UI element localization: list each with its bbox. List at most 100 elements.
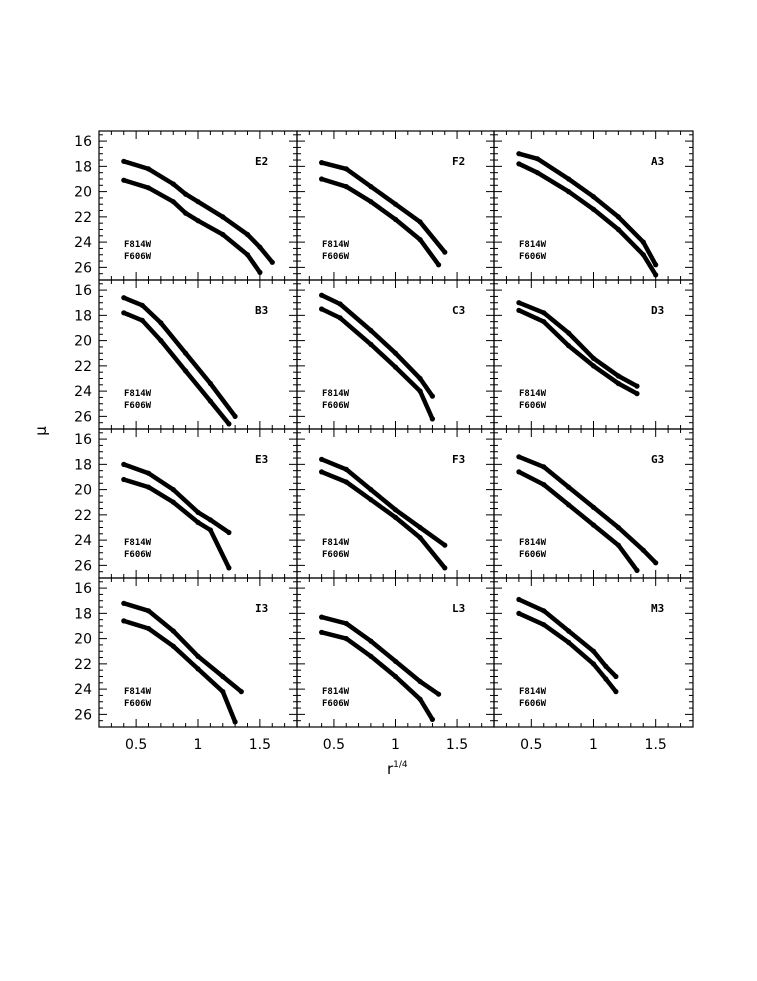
data-point [368, 199, 374, 205]
data-point [590, 648, 597, 654]
data-point [319, 456, 325, 462]
panel-label: E2 [255, 155, 268, 168]
data-point [590, 355, 597, 361]
data-point [534, 156, 541, 162]
x-tick-label: 1 [194, 737, 203, 753]
data-point [417, 375, 423, 382]
data-point [220, 214, 226, 220]
data-point [121, 295, 127, 301]
x-tick-label: 0.5 [520, 737, 542, 753]
panel-a3: A3 F814W F606W [493, 130, 694, 281]
y-tick-label: 16 [74, 283, 92, 299]
data-point [590, 504, 597, 510]
data-point [226, 529, 232, 536]
data-point [442, 542, 448, 548]
legend-entry-f814w: F814W [124, 687, 152, 697]
data-point [121, 158, 127, 164]
y-tick-label: 26 [74, 558, 92, 574]
data-point [566, 639, 572, 646]
data-point [195, 199, 201, 205]
data-point [392, 514, 399, 521]
data-point [653, 262, 659, 268]
data-point [603, 663, 609, 670]
data-point [640, 252, 646, 258]
y-tick-label: 24 [74, 682, 92, 698]
panel-label: I3 [255, 602, 268, 615]
y-tick-label: 26 [74, 409, 92, 425]
panel-e2: E2 F814W F606W [98, 130, 298, 281]
legend-entry-f606w: F606W [322, 550, 350, 560]
y-tick-label: 26 [74, 707, 92, 723]
panel-label: L3 [452, 602, 465, 615]
data-point [417, 678, 423, 685]
data-point [417, 237, 423, 243]
data-point [613, 673, 619, 680]
data-point [566, 176, 572, 182]
series-f814w [319, 457, 448, 548]
series-f814w [516, 597, 619, 679]
data-point [640, 239, 646, 245]
y-tick-label: 26 [74, 260, 92, 276]
data-point [121, 600, 127, 606]
panel-f3: F3 F814W F606W [296, 428, 495, 579]
data-point [615, 380, 622, 387]
data-point [269, 259, 275, 265]
series-f606w [121, 618, 238, 725]
data-point [343, 184, 349, 190]
data-point [343, 479, 349, 485]
data-point [244, 252, 251, 258]
legend-entry-f606w: F606W [519, 252, 547, 262]
data-point [183, 350, 189, 356]
panel-e3: E3 F814W F606W [98, 428, 298, 579]
data-point [145, 608, 152, 614]
data-point [220, 673, 226, 680]
data-point [442, 249, 448, 255]
data-point [541, 482, 547, 488]
series-f814w [319, 292, 435, 399]
legend-entry-f814w: F814W [322, 538, 350, 548]
y-tick-label: 22 [74, 359, 92, 375]
data-point [429, 716, 435, 723]
data-point [541, 622, 547, 628]
series-f606w [516, 611, 619, 694]
data-point [232, 413, 238, 419]
data-point [170, 499, 176, 505]
data-point [442, 565, 448, 571]
panel-label: B3 [255, 304, 268, 317]
data-point [516, 454, 522, 460]
data-point [566, 330, 572, 336]
data-point [368, 341, 374, 347]
data-point [195, 653, 201, 659]
data-point [392, 216, 399, 222]
data-point [392, 673, 399, 680]
data-point [541, 464, 547, 470]
data-point [158, 338, 164, 344]
y-tick-label: 22 [74, 657, 92, 673]
legend-entry-f814w: F814W [322, 240, 350, 250]
series-f606w [319, 176, 441, 268]
y-axis-label: μ [32, 426, 50, 436]
series-f814w [319, 614, 441, 697]
data-point [158, 320, 164, 326]
series-f814w [516, 300, 640, 389]
data-point [207, 398, 213, 404]
data-point [121, 461, 127, 467]
legend-entry-f814w: F814W [519, 538, 547, 548]
data-point [615, 524, 622, 531]
data-point [319, 614, 325, 620]
x-axis-label: r1/4 [387, 760, 408, 778]
data-point [590, 661, 597, 667]
data-point [603, 676, 609, 682]
data-point [615, 214, 622, 220]
panel-label: E3 [255, 453, 268, 466]
panel-i3: I3 F814W F606W [98, 577, 298, 728]
y-tick-label: 20 [74, 334, 92, 350]
data-point [319, 176, 325, 182]
data-point [145, 470, 152, 476]
panel-label: A3 [651, 155, 664, 168]
data-point [392, 658, 399, 664]
data-point [145, 625, 152, 632]
data-point [145, 185, 152, 191]
legend-entry-f814w: F814W [519, 240, 547, 250]
